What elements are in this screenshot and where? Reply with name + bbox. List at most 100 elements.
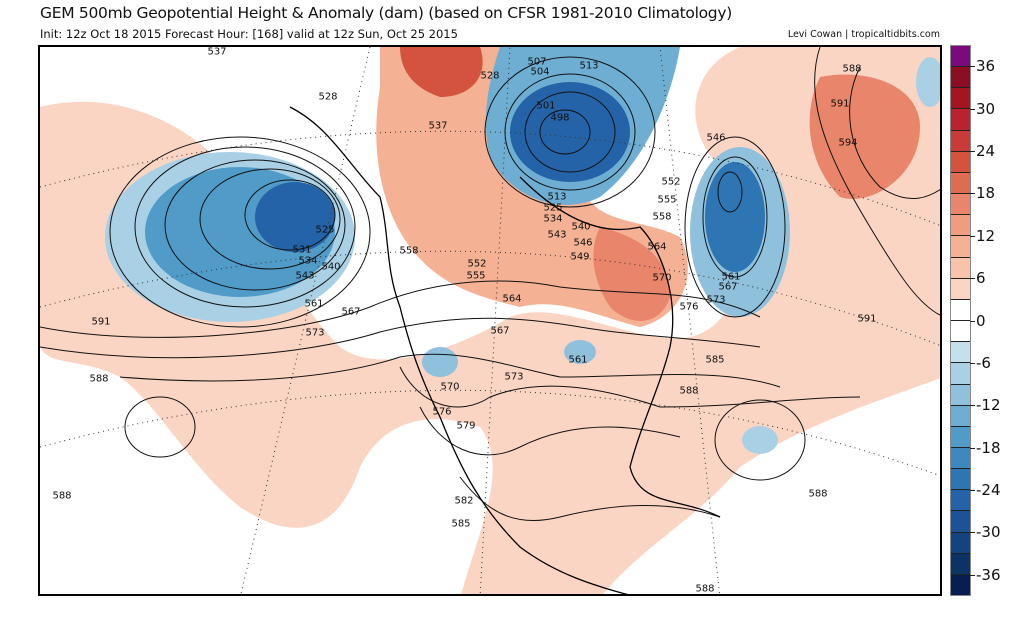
contour-label: 579 <box>456 420 476 432</box>
colorbar-tick-label: 12 <box>976 226 996 245</box>
colorbar-tick-mark <box>970 66 975 68</box>
colorbar-bin <box>951 236 970 258</box>
colorbar-tick-label: 36 <box>976 57 996 76</box>
colorbar-bin <box>951 447 970 470</box>
contour-label: 585 <box>705 354 725 366</box>
contour-label: 573 <box>305 327 325 339</box>
contour-label: 558 <box>652 211 672 223</box>
colorbar-bin <box>951 363 970 385</box>
contour-label: 570 <box>652 272 672 284</box>
colorbar-bin <box>951 278 970 300</box>
anomaly-negative-atlantic-south <box>742 426 778 454</box>
anomaly-positive-max <box>400 47 483 97</box>
contour-label: 504 <box>530 66 550 78</box>
contour-label: 537 <box>428 120 448 132</box>
contour-label: 507 <box>527 56 547 68</box>
contour-label: 558 <box>399 245 419 257</box>
contour-label: 561 <box>304 298 324 310</box>
contour-label: 585 <box>451 518 471 530</box>
colorbar-bin <box>951 384 970 406</box>
anomaly-negative-atlantic-core <box>705 162 765 272</box>
contour-label: 561 <box>721 271 741 283</box>
contour-label: 564 <box>647 241 667 253</box>
contour-label: 591 <box>91 316 111 328</box>
colorbar-tick-mark <box>970 490 975 492</box>
colorbar-tick-mark <box>970 532 975 534</box>
colorbar-bin <box>951 321 970 343</box>
contour-label: 513 <box>579 60 599 72</box>
colorbar-bin <box>951 194 970 216</box>
colorbar-bin <box>951 532 970 554</box>
anomaly-field <box>40 47 940 594</box>
contour-label: 588 <box>679 385 699 397</box>
map-credit: Levi Cowan | tropicaltidbits.com <box>787 29 940 40</box>
coastlines <box>289 106 721 594</box>
contour-label: 582 <box>454 495 474 507</box>
contour-label: 513 <box>547 191 567 203</box>
colorbar-bin <box>951 469 970 491</box>
colorbar-bin <box>951 46 970 68</box>
colorbar-tick-label: -12 <box>976 396 1001 415</box>
contour-label: 567 <box>341 306 361 318</box>
contour-label: 528 <box>318 91 338 103</box>
contour-label: 525 <box>543 202 563 214</box>
colorbar-tick-label: -18 <box>976 438 1001 457</box>
anomaly-negative-northeast <box>916 57 940 107</box>
contour-label: 498 <box>550 112 570 124</box>
colorbar-bin <box>951 299 970 322</box>
anomaly-negative-midwest <box>564 340 596 364</box>
contour-label: 543 <box>547 229 567 241</box>
colorbar-bin <box>951 130 970 152</box>
anomaly-colorbar <box>950 45 971 596</box>
contour-label: 543 <box>295 270 315 282</box>
colorbar-tick-mark <box>970 447 975 449</box>
contour-label: 534 <box>543 213 563 225</box>
contour-label: 564 <box>502 293 522 305</box>
anomaly-negative-southwest <box>422 347 458 377</box>
contour-label: 546 <box>706 132 726 144</box>
colorbar-tick-label: 0 <box>976 311 986 330</box>
contour-label: 555 <box>657 194 677 206</box>
colorbar-bin <box>951 257 970 279</box>
height-contours <box>40 47 940 522</box>
contour-label: 588 <box>52 490 72 502</box>
colorbar-bin <box>951 67 970 89</box>
map-panel: 537 528 528 507 504 513 588 591 594 501 … <box>38 45 942 596</box>
colorbar-tick-mark <box>970 278 975 280</box>
contour-label: 588 <box>842 63 862 75</box>
colorbar-tick-label: 30 <box>976 99 996 118</box>
contour-label: 567 <box>718 281 738 293</box>
colorbar-bin <box>951 109 970 131</box>
anomaly-negative-arctic-core <box>510 82 630 182</box>
contour-label: 531 <box>292 244 312 256</box>
contour-label: 594 <box>838 137 858 149</box>
colorbar-bin <box>951 151 970 173</box>
contour-label: 549 <box>570 251 590 263</box>
contour-label: 588 <box>808 488 828 500</box>
colorbar-tick-label: 18 <box>976 184 996 203</box>
map-title: GEM 500mb Geopotential Height & Anomaly … <box>40 4 732 22</box>
colorbar-bin <box>951 88 970 110</box>
contour-label: 537 <box>207 46 227 58</box>
colorbar-tick-mark <box>970 108 975 110</box>
contour-label: 525 <box>315 224 335 236</box>
contour-label: 561 <box>568 354 588 366</box>
contour-label: 555 <box>466 270 486 282</box>
colorbar-bin <box>951 490 970 512</box>
colorbar-tick-mark <box>970 405 975 407</box>
colorbar-bin <box>951 172 970 195</box>
contour-label: 552 <box>467 258 487 270</box>
colorbar-tick-mark <box>970 362 975 364</box>
contour-label: 501 <box>536 100 556 112</box>
colorbar-tick-mark <box>970 574 975 576</box>
contour-label: 567 <box>490 325 510 337</box>
contour-label: 591 <box>857 313 877 325</box>
colorbar-tick-label: 24 <box>976 141 996 160</box>
contour-label: 546 <box>573 237 593 249</box>
anomaly-negative-pacific-max <box>255 182 335 252</box>
contour-label: 540 <box>571 221 591 233</box>
contour-label: 534 <box>298 255 318 267</box>
map-subtitle: Init: 12z Oct 18 2015 Forecast Hour: [16… <box>40 27 458 41</box>
colorbar-tick-label: -24 <box>976 481 1001 500</box>
contour-label: 570 <box>440 381 460 393</box>
